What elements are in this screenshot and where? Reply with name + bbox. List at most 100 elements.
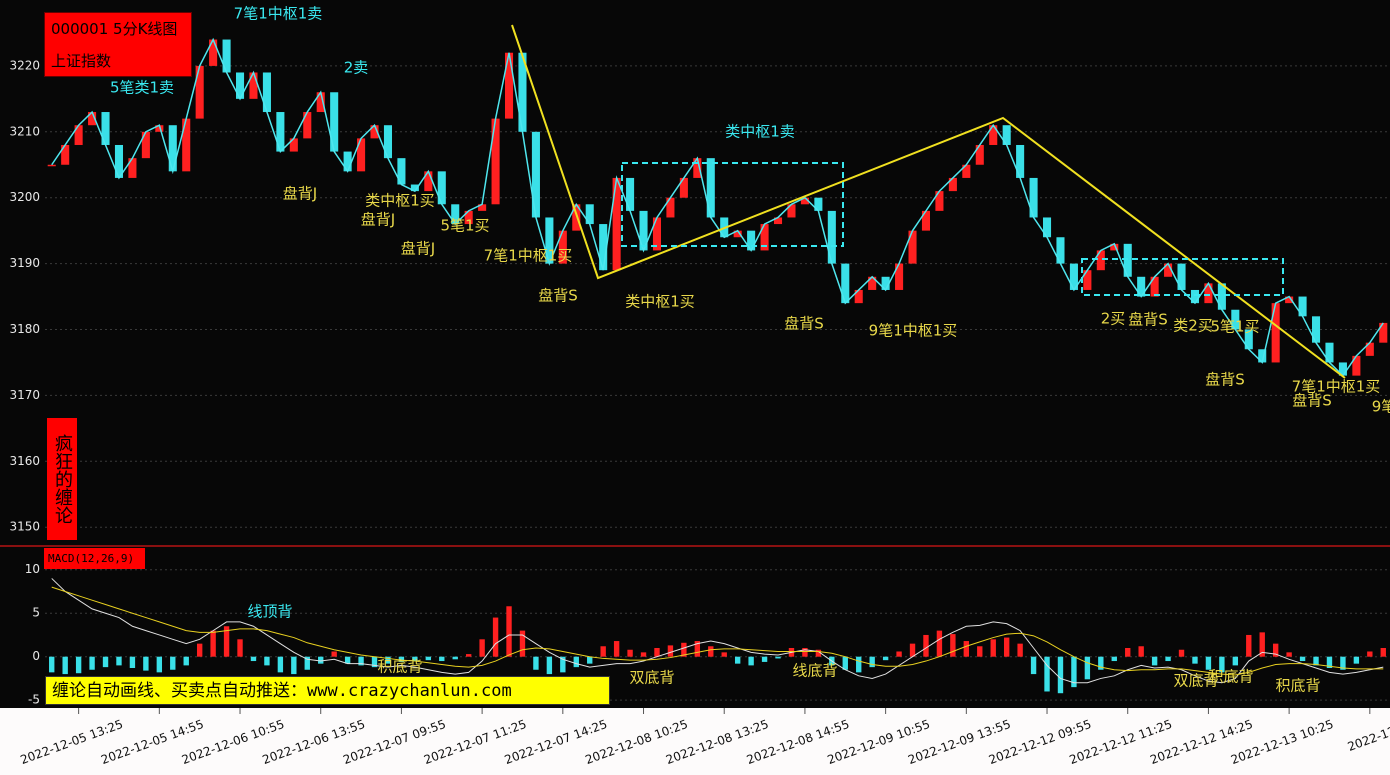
candle bbox=[504, 52, 514, 119]
macd-bar bbox=[533, 656, 539, 670]
macd-bar bbox=[667, 645, 674, 657]
candle bbox=[760, 224, 769, 251]
candle bbox=[316, 92, 325, 113]
candle bbox=[88, 112, 97, 126]
candle bbox=[1177, 263, 1186, 290]
candle bbox=[128, 158, 137, 178]
macd-bar bbox=[129, 656, 136, 668]
candle bbox=[921, 210, 931, 231]
annotation: 5笔类1卖 bbox=[110, 79, 174, 97]
macd-bar bbox=[721, 652, 727, 657]
candle bbox=[478, 204, 487, 211]
candle bbox=[383, 125, 393, 159]
candle bbox=[451, 204, 460, 225]
candle bbox=[1379, 322, 1388, 343]
macd-bar bbox=[1367, 651, 1373, 657]
macd-bar bbox=[89, 656, 95, 670]
macd-bar bbox=[156, 656, 163, 673]
candle bbox=[962, 164, 971, 178]
candle bbox=[1069, 263, 1078, 290]
macd-bar bbox=[439, 656, 445, 662]
annotation: 积底背 bbox=[1275, 677, 1320, 695]
macd-bar bbox=[627, 649, 633, 657]
macd-bar bbox=[613, 641, 620, 657]
candle bbox=[61, 144, 70, 165]
annotation: 类中枢1卖 bbox=[725, 123, 795, 141]
annotation: 双底背 bbox=[629, 669, 674, 687]
candle bbox=[209, 39, 218, 66]
candle bbox=[626, 177, 635, 211]
macd-bar bbox=[1380, 648, 1386, 657]
macd-bar bbox=[210, 630, 216, 657]
annotation: 双底背 bbox=[1173, 672, 1218, 690]
macd-bar bbox=[1178, 649, 1185, 657]
macd-bar bbox=[1151, 656, 1158, 666]
macd-bar bbox=[950, 634, 956, 657]
macd-bar bbox=[1326, 656, 1333, 668]
candle bbox=[330, 92, 339, 152]
macd-bar bbox=[344, 656, 351, 664]
y-tick-label: -5 bbox=[28, 693, 40, 707]
macd-bar bbox=[331, 651, 337, 657]
annotation: 2卖 bbox=[344, 59, 369, 77]
candle bbox=[800, 197, 809, 205]
chan-overlays bbox=[511, 24, 1346, 379]
candle bbox=[410, 184, 419, 192]
macd-bar bbox=[1084, 656, 1091, 680]
macd-bar bbox=[492, 617, 499, 657]
macd-bar bbox=[479, 639, 485, 657]
candle bbox=[141, 131, 150, 159]
annotation: 盘背S bbox=[784, 315, 824, 333]
candle bbox=[787, 204, 796, 218]
annotation: 线顶背 bbox=[247, 603, 292, 621]
macd-bar bbox=[170, 656, 176, 670]
candle bbox=[101, 112, 110, 145]
macd-bar bbox=[896, 651, 902, 657]
macd-bar bbox=[1044, 656, 1050, 692]
macd-bar bbox=[277, 656, 284, 673]
candle bbox=[397, 158, 406, 185]
candle bbox=[370, 125, 379, 139]
candle bbox=[1002, 125, 1011, 145]
candle bbox=[1096, 250, 1105, 271]
macd-bar bbox=[1098, 656, 1104, 670]
candle bbox=[1285, 296, 1294, 304]
annotation: 7笔1中枢1买 bbox=[484, 247, 573, 265]
candle bbox=[1123, 243, 1132, 277]
annotation: 类2买 bbox=[1173, 317, 1213, 335]
candle bbox=[1311, 316, 1321, 343]
candle bbox=[1150, 276, 1159, 297]
candle bbox=[895, 263, 904, 290]
macd-bar bbox=[708, 646, 714, 657]
candle bbox=[424, 171, 433, 192]
y-tick-label: 3170 bbox=[9, 388, 40, 402]
macd-bar bbox=[654, 648, 660, 657]
pivot-box bbox=[1081, 258, 1284, 296]
candle bbox=[814, 197, 823, 211]
macd-bar bbox=[506, 606, 512, 657]
macd-bar bbox=[1030, 656, 1037, 675]
candle bbox=[666, 197, 675, 218]
macd-bar bbox=[318, 656, 324, 664]
candle bbox=[1016, 144, 1025, 178]
candle bbox=[1325, 342, 1334, 363]
annotation: 5笔1买 bbox=[1210, 318, 1259, 336]
macd-bar bbox=[573, 656, 579, 668]
candle bbox=[303, 112, 312, 139]
y-tick-label: 3190 bbox=[9, 256, 40, 270]
macd-bar bbox=[1138, 646, 1144, 657]
annotation: 盘背J bbox=[401, 240, 435, 258]
candle bbox=[1365, 342, 1374, 356]
macd-bar bbox=[1125, 648, 1131, 657]
plot-background bbox=[0, 0, 1390, 708]
candle bbox=[747, 230, 756, 251]
index-name: 上证指数 bbox=[51, 52, 112, 70]
macd-bar bbox=[62, 656, 68, 675]
y-tick-label: 3220 bbox=[9, 58, 40, 72]
candle bbox=[249, 72, 258, 99]
candle bbox=[1244, 329, 1253, 350]
macd-bar bbox=[815, 649, 822, 657]
segment-line bbox=[511, 24, 1346, 379]
y-tick-label: 10 bbox=[25, 562, 40, 576]
